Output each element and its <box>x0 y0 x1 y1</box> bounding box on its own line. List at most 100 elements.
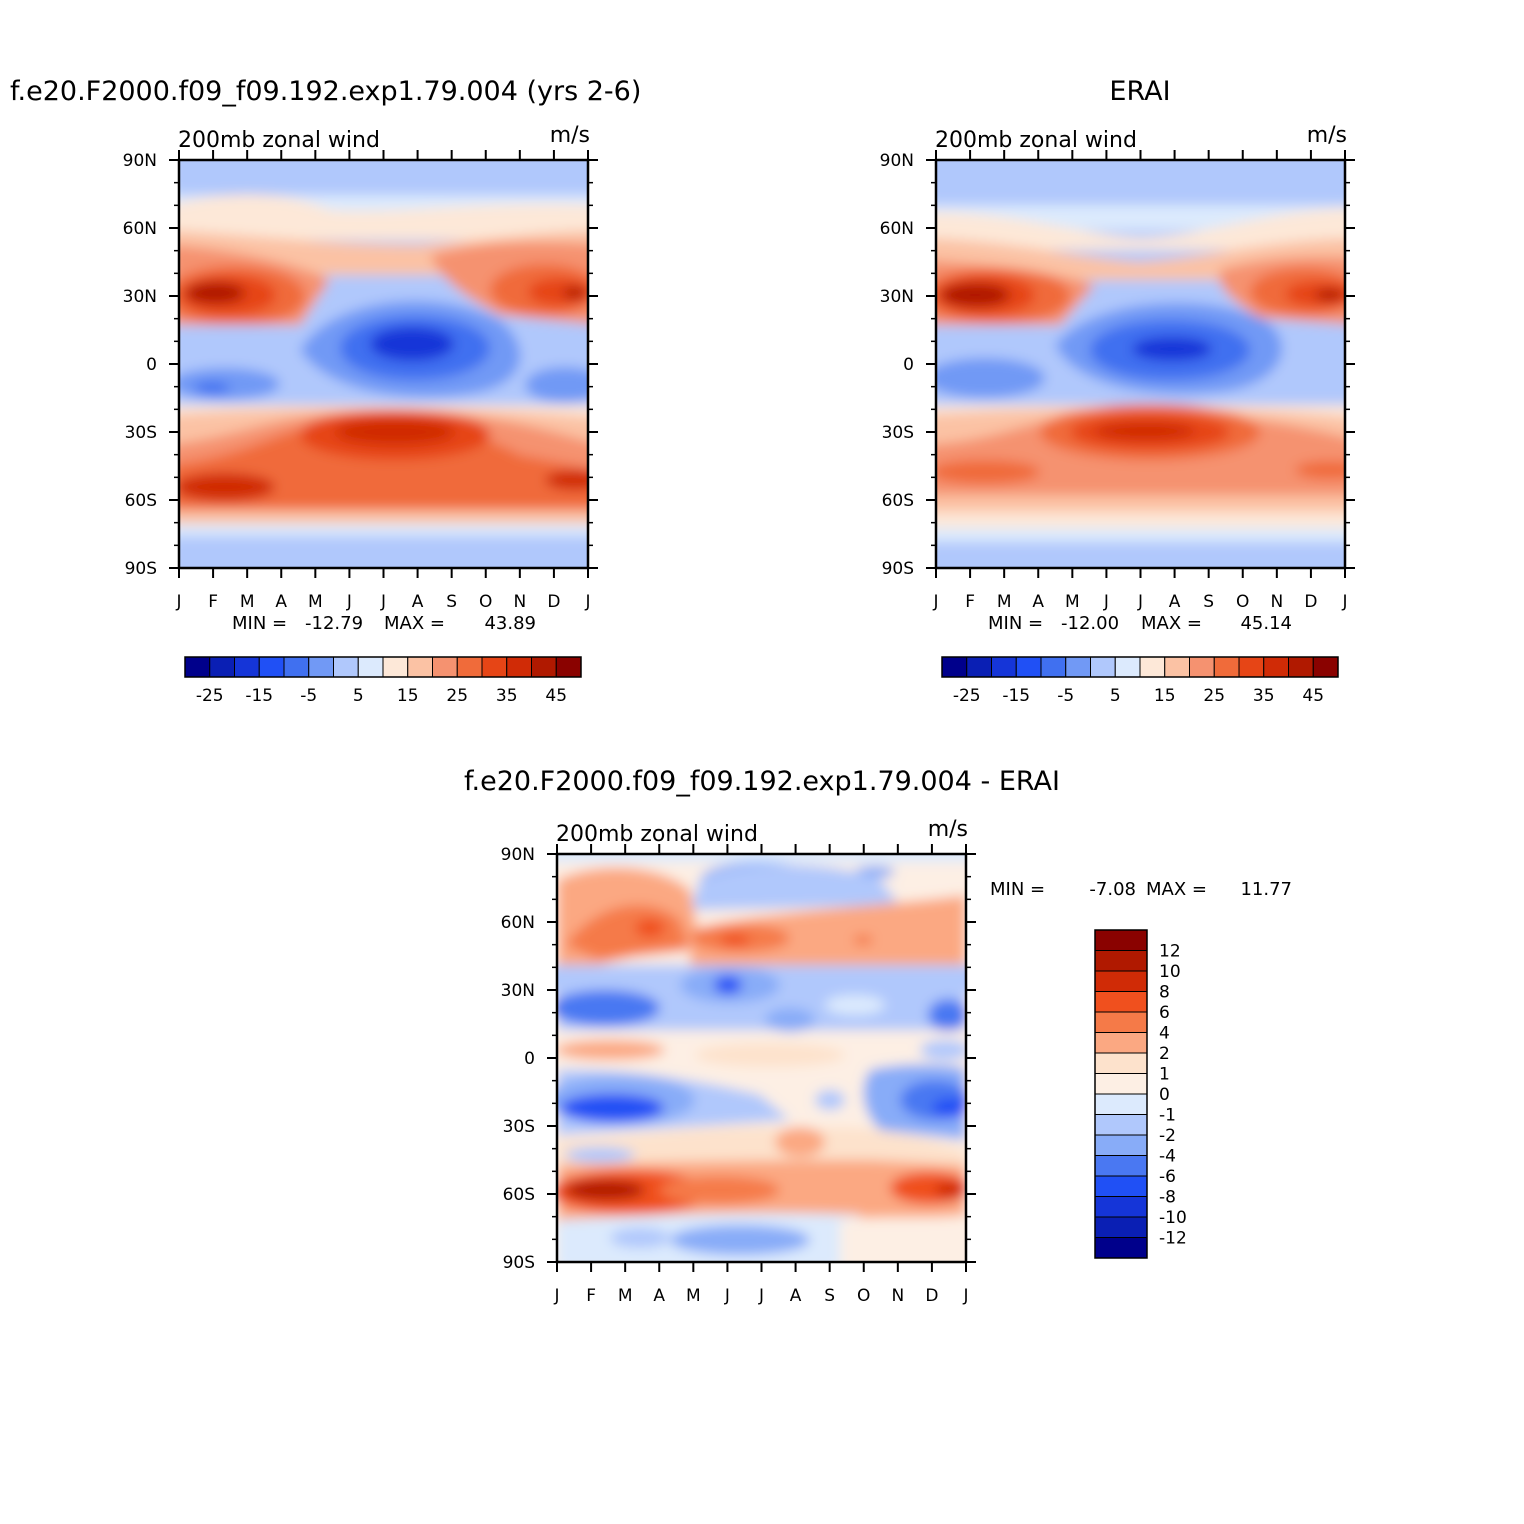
panel-erai-tick-marks <box>926 150 1355 578</box>
x-tick-label: N <box>513 592 526 612</box>
panel-model-tick-marks <box>169 150 598 578</box>
colorbar-frame <box>941 656 1339 678</box>
panel-difference-stats: MIN = -7.08 MAX = 11.77 <box>990 879 1292 900</box>
panel-model-units-label: m/s <box>550 123 590 148</box>
panel-erai-max-label: MAX = <box>1141 613 1202 634</box>
x-tick-label: N <box>891 1286 904 1306</box>
y-tick-label: 60N <box>501 913 535 933</box>
colorbar-swatch <box>234 656 260 678</box>
x-tick-label: N <box>1270 592 1283 612</box>
colorbar-swatch <box>432 656 458 678</box>
panel-erai-colorbar-labels: -25 -15 -5 5 15 25 35 45 <box>953 686 1324 706</box>
y-tick-label: 30S <box>503 1117 535 1137</box>
colorbar-swatch <box>1094 1032 1148 1054</box>
colorbar-label: -8 <box>1159 1188 1176 1208</box>
y-tick-label: 0 <box>903 355 914 375</box>
x-tick-label: S <box>446 592 457 612</box>
colorbar-label: 15 <box>1154 686 1176 706</box>
panel-erai: ERAI 200mb zonal wind m/s <box>880 76 1355 706</box>
colorbar-swatch <box>1312 656 1339 678</box>
colorbar-label: 10 <box>1159 962 1181 982</box>
colorbar-label: 12 <box>1159 942 1181 962</box>
colorbar-label: -4 <box>1159 1147 1176 1167</box>
x-tick-label: S <box>1203 592 1214 612</box>
colorbar-label: -6 <box>1159 1167 1176 1187</box>
colorbar-label: 45 <box>1302 686 1324 706</box>
colorbar-swatch <box>283 656 310 678</box>
panel-erai-max-value: 45.14 <box>1240 613 1292 634</box>
panel-difference-max-value: 11.77 <box>1240 879 1292 900</box>
x-tick-label: F <box>208 592 218 612</box>
panel-model-colorbar-labels: -25 -15 -5 5 15 25 35 45 <box>196 686 567 706</box>
panel-model-min-value: -12.79 <box>305 613 363 634</box>
panel-difference-left-label: 200mb zonal wind <box>556 822 758 847</box>
x-tick-label: O <box>479 592 492 612</box>
colorbar-label: 5 <box>1110 686 1121 706</box>
y-tick-label: 30N <box>880 287 914 307</box>
x-tick-label: D <box>1304 592 1317 612</box>
colorbar-label: 4 <box>1159 1024 1170 1044</box>
colorbar-label: 25 <box>1203 686 1225 706</box>
colorbar-swatch <box>966 656 992 678</box>
colorbar-swatch <box>1164 656 1190 678</box>
panel-difference-min-value: -7.08 <box>1089 879 1136 900</box>
x-tick-label: M <box>1065 592 1080 612</box>
x-tick-label: O <box>1236 592 1249 612</box>
panel-model-y-tick-labels: 90N 60N 30N 0 30S 60S 90S <box>123 151 157 579</box>
colorbar-swatch <box>1114 656 1141 678</box>
panel-model-title: f.e20.F2000.f09_f09.192.exp1.79.004 (yrs… <box>10 76 641 107</box>
colorbar-swatch <box>1094 1216 1148 1238</box>
colorbar-label: -10 <box>1159 1208 1187 1228</box>
colorbar-swatch <box>1094 970 1148 992</box>
y-tick-label: 60S <box>503 1185 535 1205</box>
x-tick-label: J <box>1137 592 1143 612</box>
colorbar-swatch <box>1094 1093 1148 1115</box>
colorbar-swatch <box>184 656 211 678</box>
colorbar-label: 2 <box>1159 1044 1170 1064</box>
x-tick-label: A <box>790 1286 802 1306</box>
colorbar-swatch <box>1094 1155 1148 1177</box>
x-tick-label: O <box>857 1286 870 1306</box>
panel-difference-units-label: m/s <box>928 817 968 842</box>
panel-model-stats: MIN = -12.79 MAX = 43.89 <box>232 613 536 634</box>
x-tick-label: J <box>1103 592 1109 612</box>
panel-erai-field <box>936 160 1345 568</box>
colorbar-swatch <box>941 656 968 678</box>
x-tick-label: M <box>308 592 323 612</box>
x-tick-label: M <box>240 592 255 612</box>
x-tick-label: A <box>275 592 287 612</box>
colorbar-swatch <box>209 656 235 678</box>
panel-difference-min-label: MIN = <box>990 879 1045 900</box>
colorbar-swatch <box>1094 1011 1148 1033</box>
panel-difference-field <box>557 854 966 1262</box>
colorbar-swatch <box>357 656 384 678</box>
x-tick-label: J <box>1341 592 1347 612</box>
colorbar-swatch <box>1094 1052 1148 1074</box>
colorbar-label: 8 <box>1159 983 1170 1003</box>
panel-model-field <box>179 160 588 568</box>
colorbar-swatch <box>258 656 285 678</box>
x-tick-label: J <box>175 592 181 612</box>
colorbar-swatch <box>506 656 532 678</box>
panel-model-max-value: 43.89 <box>484 613 536 634</box>
colorbar-swatch <box>1094 1237 1148 1259</box>
colorbar-swatch <box>1065 656 1091 678</box>
y-tick-label: 30S <box>882 423 914 443</box>
colorbar-swatch <box>1015 656 1042 678</box>
colorbar-swatch <box>1238 656 1265 678</box>
y-tick-label: 90S <box>125 559 157 579</box>
panel-difference-tick-marks <box>547 844 976 1272</box>
x-tick-label: M <box>686 1286 701 1306</box>
panel-erai-units-label: m/s <box>1307 123 1347 148</box>
x-tick-label: D <box>547 592 560 612</box>
y-tick-label: 30S <box>125 423 157 443</box>
y-tick-label: 60N <box>880 219 914 239</box>
x-tick-label: A <box>653 1286 665 1306</box>
colorbar-swatch <box>1094 991 1148 1013</box>
colorbar-swatch <box>1090 656 1116 678</box>
colorbar-swatch <box>382 656 409 678</box>
colorbar-swatch <box>1094 1114 1148 1136</box>
